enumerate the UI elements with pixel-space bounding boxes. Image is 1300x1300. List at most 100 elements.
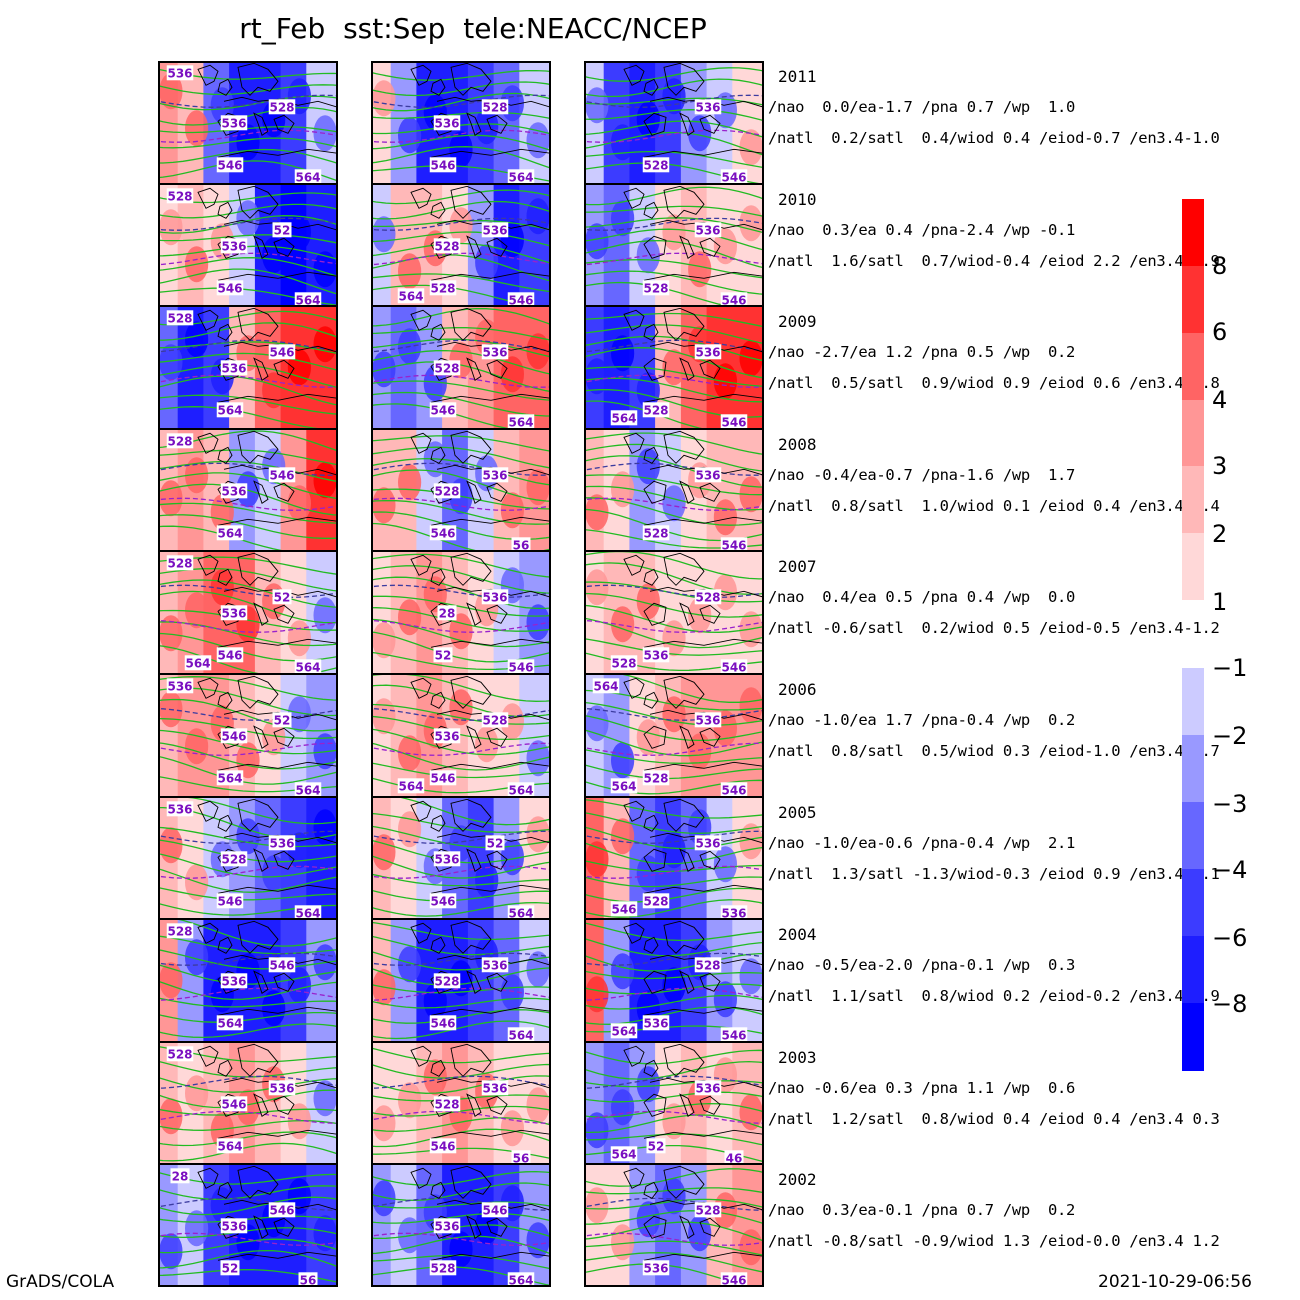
coastline bbox=[486, 1095, 508, 1115]
contour-label: 564 bbox=[216, 1138, 244, 1154]
coastline bbox=[197, 64, 219, 86]
height-contour bbox=[371, 134, 551, 152]
map-svg: 528 536 52 546 564 bbox=[158, 183, 338, 307]
anomaly-core bbox=[713, 845, 737, 882]
colorbar-swatch bbox=[1182, 735, 1204, 803]
map-panel-2004-1: 528 536 546 564 bbox=[158, 919, 338, 1042]
height-contour bbox=[371, 434, 551, 452]
anomaly-core bbox=[398, 252, 422, 289]
map-panel-2011-1: 536 536 528 546 564 bbox=[158, 61, 338, 184]
colorbar-swatch bbox=[1182, 533, 1204, 601]
contour-label: 536 bbox=[694, 344, 722, 360]
coastline bbox=[643, 603, 667, 627]
svg-text:564: 564 bbox=[611, 779, 636, 793]
svg-text:536: 536 bbox=[221, 484, 246, 498]
dashed-contour bbox=[158, 742, 338, 756]
anomaly-core bbox=[662, 213, 686, 250]
dashed-contour bbox=[158, 1198, 338, 1212]
contour-label: 546 bbox=[429, 770, 457, 786]
height-contour bbox=[158, 137, 338, 149]
coastline bbox=[410, 187, 432, 209]
coastline bbox=[466, 970, 482, 995]
map-panel-2006-2: 536 528 546 564 564 bbox=[371, 674, 551, 797]
height-contour bbox=[371, 338, 551, 358]
coastline bbox=[430, 271, 551, 281]
height-contour bbox=[584, 638, 764, 657]
dashed-contour bbox=[158, 94, 338, 108]
height-contour bbox=[584, 78, 764, 98]
height-contour bbox=[158, 1012, 338, 1024]
dashed-contour bbox=[584, 830, 764, 844]
svg-text:56: 56 bbox=[513, 1151, 530, 1164]
map-panel-2003-2: 528 536 546 56 bbox=[371, 1041, 551, 1165]
coastline bbox=[466, 234, 482, 259]
height-contour bbox=[158, 525, 338, 552]
map-svg: 528 536 528 546 564 bbox=[371, 183, 551, 307]
contour-label: 528 bbox=[166, 187, 194, 203]
svg-text:528: 528 bbox=[430, 281, 455, 295]
height-contour bbox=[584, 347, 764, 379]
row-separator bbox=[158, 918, 338, 921]
svg-text:536: 536 bbox=[434, 852, 459, 866]
map-panel-2009-3: 536 528 546 564 bbox=[584, 306, 764, 429]
anomaly-core bbox=[210, 494, 234, 531]
anomaly-core bbox=[159, 1098, 183, 1135]
svg-text:536: 536 bbox=[482, 591, 507, 605]
anomaly-core bbox=[611, 124, 635, 161]
coastline bbox=[663, 1166, 705, 1200]
height-contour bbox=[371, 1009, 551, 1025]
height-contour bbox=[584, 701, 764, 726]
anomaly-core bbox=[611, 1089, 635, 1126]
coastline bbox=[253, 1215, 269, 1240]
anomaly-core bbox=[185, 1210, 209, 1247]
height-contour bbox=[584, 938, 764, 957]
row-separator bbox=[371, 427, 551, 430]
row-separator bbox=[158, 673, 338, 675]
svg-text:528: 528 bbox=[695, 958, 720, 972]
coastline bbox=[663, 798, 705, 832]
dashed-contour bbox=[371, 462, 551, 476]
anomaly-core bbox=[585, 87, 609, 124]
row-separator bbox=[584, 1163, 764, 1166]
map-panel-2010-3: 536 528 546 bbox=[584, 183, 764, 307]
svg-text:536: 536 bbox=[434, 1220, 459, 1234]
anomaly-core bbox=[662, 485, 686, 522]
coastline bbox=[430, 1059, 446, 1077]
svg-text:536: 536 bbox=[221, 974, 246, 988]
map-panel-2005-1: 536 528 536 546 564 bbox=[158, 796, 338, 920]
svg-text:536: 536 bbox=[695, 345, 720, 359]
contour-label: 564 bbox=[294, 169, 322, 184]
coastline bbox=[679, 970, 695, 995]
coastline bbox=[430, 569, 446, 587]
coastline bbox=[197, 1045, 219, 1067]
height-contour bbox=[584, 995, 764, 1010]
height-contour bbox=[158, 591, 338, 624]
coastline bbox=[699, 1218, 721, 1238]
anomaly-core bbox=[185, 321, 209, 358]
height-contour bbox=[584, 1210, 764, 1226]
height-contour bbox=[584, 67, 764, 82]
height-contour bbox=[584, 1199, 764, 1210]
height-contour bbox=[371, 92, 551, 112]
height-contour bbox=[584, 1133, 764, 1146]
coastline bbox=[643, 761, 764, 771]
map-svg: 536 528 546 564 bbox=[584, 306, 764, 429]
height-contour bbox=[158, 742, 338, 770]
map-svg: 528 536 546 56 bbox=[371, 1041, 551, 1165]
svg-text:52: 52 bbox=[648, 1139, 665, 1153]
coastline bbox=[486, 114, 508, 134]
row-separator bbox=[158, 550, 338, 553]
dashed-contour bbox=[158, 374, 338, 389]
height-contour bbox=[371, 146, 551, 169]
contour-label: 52 bbox=[433, 647, 453, 663]
svg-text:546: 546 bbox=[721, 293, 746, 306]
contour-label: 56 bbox=[298, 1272, 318, 1287]
svg-text:28: 28 bbox=[439, 607, 456, 621]
coastline bbox=[450, 1166, 492, 1200]
contour-label: 536 bbox=[220, 115, 248, 131]
contour-label: 564 bbox=[294, 659, 322, 674]
coastline bbox=[237, 675, 279, 709]
coastline bbox=[197, 309, 219, 332]
map-svg: 536 528 546 564 564 bbox=[371, 674, 551, 797]
anomaly-core bbox=[585, 569, 609, 606]
